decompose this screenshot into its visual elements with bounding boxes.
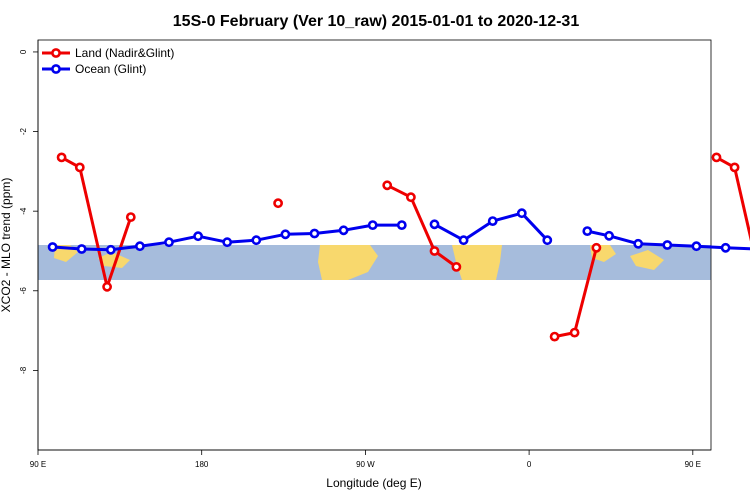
- x-axis-label: Longitude (deg E): [326, 476, 421, 490]
- data-point: [662, 240, 673, 250]
- data-point: [47, 242, 58, 252]
- series-line: [715, 156, 750, 242]
- legend-label: Land (Nadir&Glint): [75, 46, 174, 60]
- data-point: [367, 220, 378, 230]
- data-point: [542, 235, 553, 246]
- land-patch-south-america: [318, 245, 378, 280]
- data-point: [604, 230, 614, 241]
- data-point: [691, 241, 702, 252]
- x-tick-label: 180: [195, 460, 209, 469]
- x-tick-label: 90 W: [356, 460, 375, 469]
- x-tick-label: 90 E: [30, 460, 46, 469]
- series-layer: [47, 152, 750, 342]
- data-point: [105, 244, 116, 255]
- data-point: [76, 244, 87, 254]
- data-point: [569, 327, 580, 338]
- data-point: [338, 225, 349, 236]
- data-point: [516, 208, 527, 219]
- y-axis-label: XCO2 - MLO trend (ppm): [0, 178, 13, 313]
- legend: Land (Nadir&Glint) Ocean (Glint): [42, 46, 174, 76]
- data-point: [458, 235, 469, 246]
- data-point: [280, 229, 291, 240]
- data-point: [582, 226, 593, 236]
- chart-title: 15S-0 February (Ver 10_raw) 2015-01-01 t…: [173, 13, 580, 30]
- data-point: [193, 231, 203, 242]
- data-point: [633, 238, 644, 249]
- data-point: [251, 235, 262, 246]
- legend-label: Ocean (Glint): [75, 62, 146, 76]
- data-point: [222, 237, 233, 248]
- data-point: [309, 228, 320, 239]
- data-point: [429, 246, 440, 256]
- y-tick-label: -6: [19, 287, 28, 295]
- data-point: [382, 180, 393, 191]
- y-tick-label: 0: [19, 49, 28, 54]
- data-point: [549, 331, 560, 342]
- x-tick-label: 90 E: [685, 460, 701, 469]
- data-point: [429, 219, 440, 230]
- y-tick-label: -2: [19, 127, 28, 135]
- series-land: [56, 152, 750, 342]
- data-point: [591, 242, 602, 253]
- data-point: [720, 242, 731, 253]
- data-point: [164, 237, 174, 248]
- data-point: [125, 212, 136, 222]
- data-point: [396, 220, 407, 230]
- land-patch-australia-repeat: [630, 250, 664, 270]
- data-point: [405, 192, 416, 203]
- series-line: [586, 229, 750, 251]
- data-point: [74, 162, 85, 173]
- data-point: [273, 198, 283, 209]
- data-point: [487, 216, 498, 226]
- series-line: [60, 156, 133, 289]
- data-point: [711, 152, 722, 163]
- data-point: [451, 261, 462, 272]
- series-ocean: [47, 208, 750, 255]
- data-point: [729, 162, 740, 173]
- series-line: [386, 183, 458, 269]
- y-axis: 0 -2 -4 -6 -8: [19, 40, 39, 450]
- data-point: [56, 152, 67, 163]
- land-patch-australia: [98, 252, 130, 268]
- legend-marker: [51, 48, 61, 58]
- legend-marker: [51, 64, 61, 74]
- data-point: [102, 281, 112, 292]
- x-tick-label: 0: [527, 460, 532, 469]
- land-patch-africa: [452, 245, 502, 280]
- y-tick-label: -4: [19, 207, 28, 215]
- y-tick-label: -8: [19, 366, 28, 374]
- data-point: [134, 241, 145, 252]
